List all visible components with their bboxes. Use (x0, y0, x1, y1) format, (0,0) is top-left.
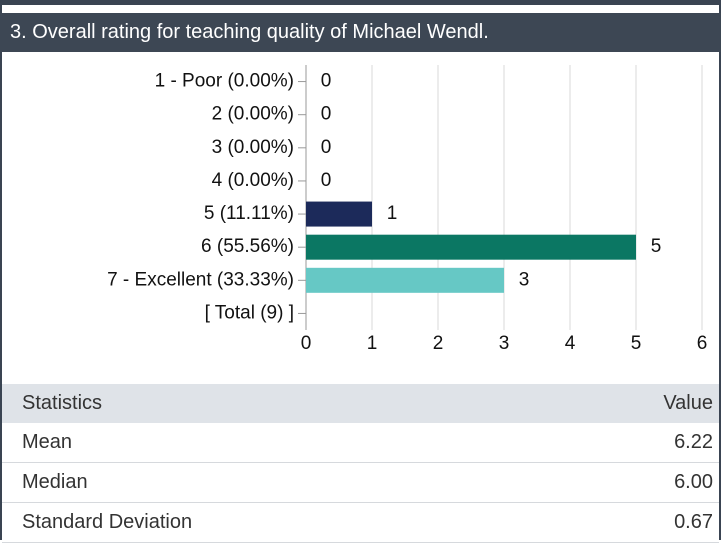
table-row: Mean 6.22 (2, 423, 719, 463)
data-label: 1 (387, 203, 398, 224)
bar (306, 201, 372, 227)
y-tick-label: 1 - Poor (0.00%) (155, 71, 294, 92)
y-tick-label: 4 (0.00%) (212, 170, 294, 191)
top-bar (0, 0, 721, 5)
table-row: Standard Deviation 0.67 (2, 503, 719, 543)
table-cell: 6.00 (674, 471, 713, 493)
y-tick-label: 5 (11.11%) (204, 203, 294, 224)
question-title: 3. Overall rating for teaching quality o… (0, 13, 721, 52)
y-tick-label: [ Total (9) ] (205, 302, 294, 323)
table-header: Statistics Value (2, 384, 719, 423)
data-label: 0 (321, 104, 332, 125)
stats-table: Statistics Value Mean 6.22 Median 6.00 Standar… (2, 384, 719, 543)
table-cell: Statistics (22, 392, 103, 414)
bar (306, 234, 636, 260)
x-tick-label: 3 (499, 333, 510, 354)
table-cell: Standard Deviation (22, 511, 193, 533)
x-tick-label: 2 (433, 333, 444, 354)
x-tick-label: 0 (301, 333, 312, 354)
table-row: Median 6.00 (2, 463, 719, 503)
table-cell: 0.67 (674, 511, 713, 533)
y-tick-label: 3 (0.00%) (212, 137, 294, 158)
y-tick-label: 7 - Excellent (33.33%) (107, 269, 294, 290)
table-cell: 6.22 (674, 431, 713, 453)
x-tick-label: 1 (367, 333, 378, 354)
data-label: 0 (321, 71, 332, 92)
data-label: 3 (519, 269, 530, 290)
bar (306, 267, 504, 293)
x-tick-label: 5 (631, 333, 642, 354)
table-cell: Mean (22, 431, 73, 453)
data-label: 0 (321, 170, 332, 191)
table-cell: Value (663, 392, 713, 414)
y-tick-label: 2 (0.00%) (212, 104, 294, 125)
chart: 0 1 2 3 4 5 6 1 - Poor (0.00%) 0 2 (0.00%) 0 3 (0.0… (107, 65, 708, 354)
table-cell: Median (22, 471, 88, 493)
data-label: 0 (321, 137, 332, 158)
y-tick-label: 6 (55.56%) (201, 236, 294, 257)
x-tick-label: 4 (565, 333, 576, 354)
x-tick-label: 6 (697, 333, 708, 354)
data-label: 5 (651, 236, 662, 257)
